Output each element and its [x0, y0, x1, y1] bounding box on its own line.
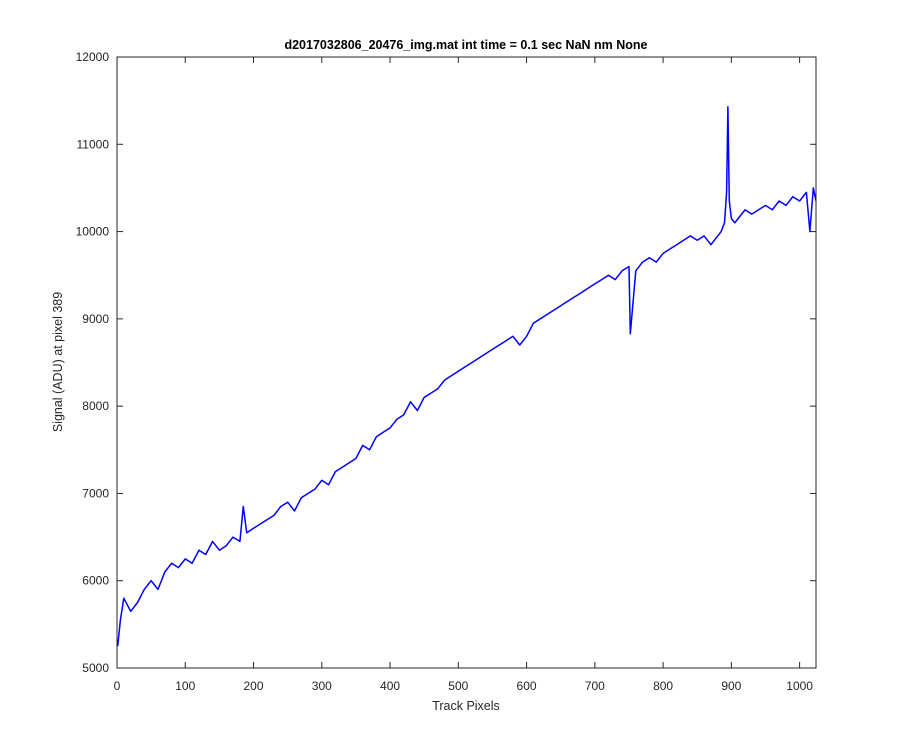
y-tick-label: 12000 — [76, 50, 110, 64]
plot-frame — [116, 56, 817, 669]
chart-title: d2017032806_20476_img.mat int time = 0.1… — [284, 38, 647, 52]
x-tick-label: 0 — [114, 679, 121, 693]
x-tick-label: 300 — [312, 679, 332, 693]
y-tick-label: 5000 — [82, 661, 109, 675]
x-axis-label: Track Pixels — [432, 699, 500, 713]
y-axis-label: Signal (ADU) at pixel 389 — [51, 292, 65, 432]
x-tick-label: 900 — [721, 679, 741, 693]
series-layer — [116, 106, 817, 647]
y-tick-label: 9000 — [82, 312, 109, 326]
y-tick-label: 6000 — [82, 574, 109, 588]
y-tick-label: 11000 — [77, 137, 110, 151]
series-line — [116, 106, 817, 647]
x-tick-label: 400 — [380, 679, 400, 693]
x-tick-label: 200 — [244, 679, 264, 693]
plot-area — [117, 57, 816, 668]
y-tick-label: 10000 — [76, 225, 110, 239]
x-tick-label: 500 — [448, 679, 468, 693]
x-tick-label: 700 — [585, 679, 605, 693]
x-tick-label: 600 — [517, 679, 537, 693]
tick-layer: 0 100 200 300 400 500 600 700 800 900 1000 5000 6000… — [76, 50, 816, 693]
x-tick-label: 1000 — [786, 679, 813, 693]
x-tick-label: 100 — [175, 679, 195, 693]
x-tick-label: 800 — [653, 679, 673, 693]
y-tick-label: 8000 — [82, 399, 109, 413]
y-tick-label: 7000 — [82, 486, 109, 500]
